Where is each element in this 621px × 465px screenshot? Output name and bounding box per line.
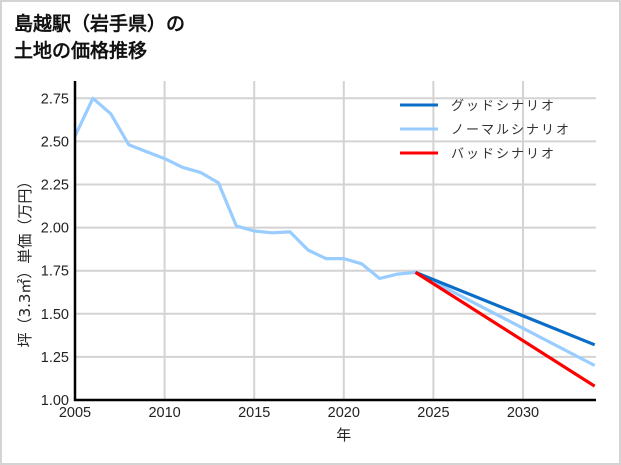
x-tick-label: 2010 (148, 405, 180, 421)
series-line-1 (73, 96, 596, 367)
y-tick-label: 1.50 (41, 307, 69, 323)
x-tick-label: 2005 (59, 405, 91, 421)
x-tick-label: 2025 (417, 405, 449, 421)
y-tick-labels: 1.00 1.25 1.50 1.75 2.00 2.25 2.50 2.75 (41, 91, 69, 409)
y-axis-label: 坪（3.3㎡）単価（万円） (16, 174, 34, 348)
y-tick-label: 2.75 (41, 91, 69, 107)
x-tick-labels: 2005 2010 2015 2020 2025 2030 (59, 405, 539, 421)
grid-lines (75, 81, 596, 400)
x-tick-label: 2030 (507, 405, 539, 421)
y-tick-label: 2.25 (41, 178, 69, 194)
x-tick-label: 2020 (328, 405, 360, 421)
series-line-2 (414, 271, 596, 388)
chart-title: 島越駅（岩手県）の 土地の価格推移 (14, 11, 185, 65)
x-axis-label: 年 (336, 426, 351, 444)
x-tick-label: 2015 (238, 405, 270, 421)
chart-title-line2: 土地の価格推移 (14, 40, 148, 62)
chart-title-line1: 島越駅（岩手県）の (14, 13, 186, 35)
y-tick-label: 1.25 (41, 350, 69, 366)
y-tick-label: 1.00 (41, 393, 69, 409)
legend-label-0: グッドシナリオ (451, 99, 556, 114)
series-lines (73, 96, 596, 388)
legend-label-1: ノーマルシナリオ (451, 123, 571, 138)
legend-label-2: バッドシナリオ (451, 147, 556, 162)
y-tick-label: 1.75 (41, 264, 69, 280)
y-tick-label: 2.50 (41, 134, 69, 150)
series-line-0 (414, 270, 596, 347)
axes (73, 81, 596, 402)
y-tick-label: 2.00 (41, 221, 69, 237)
